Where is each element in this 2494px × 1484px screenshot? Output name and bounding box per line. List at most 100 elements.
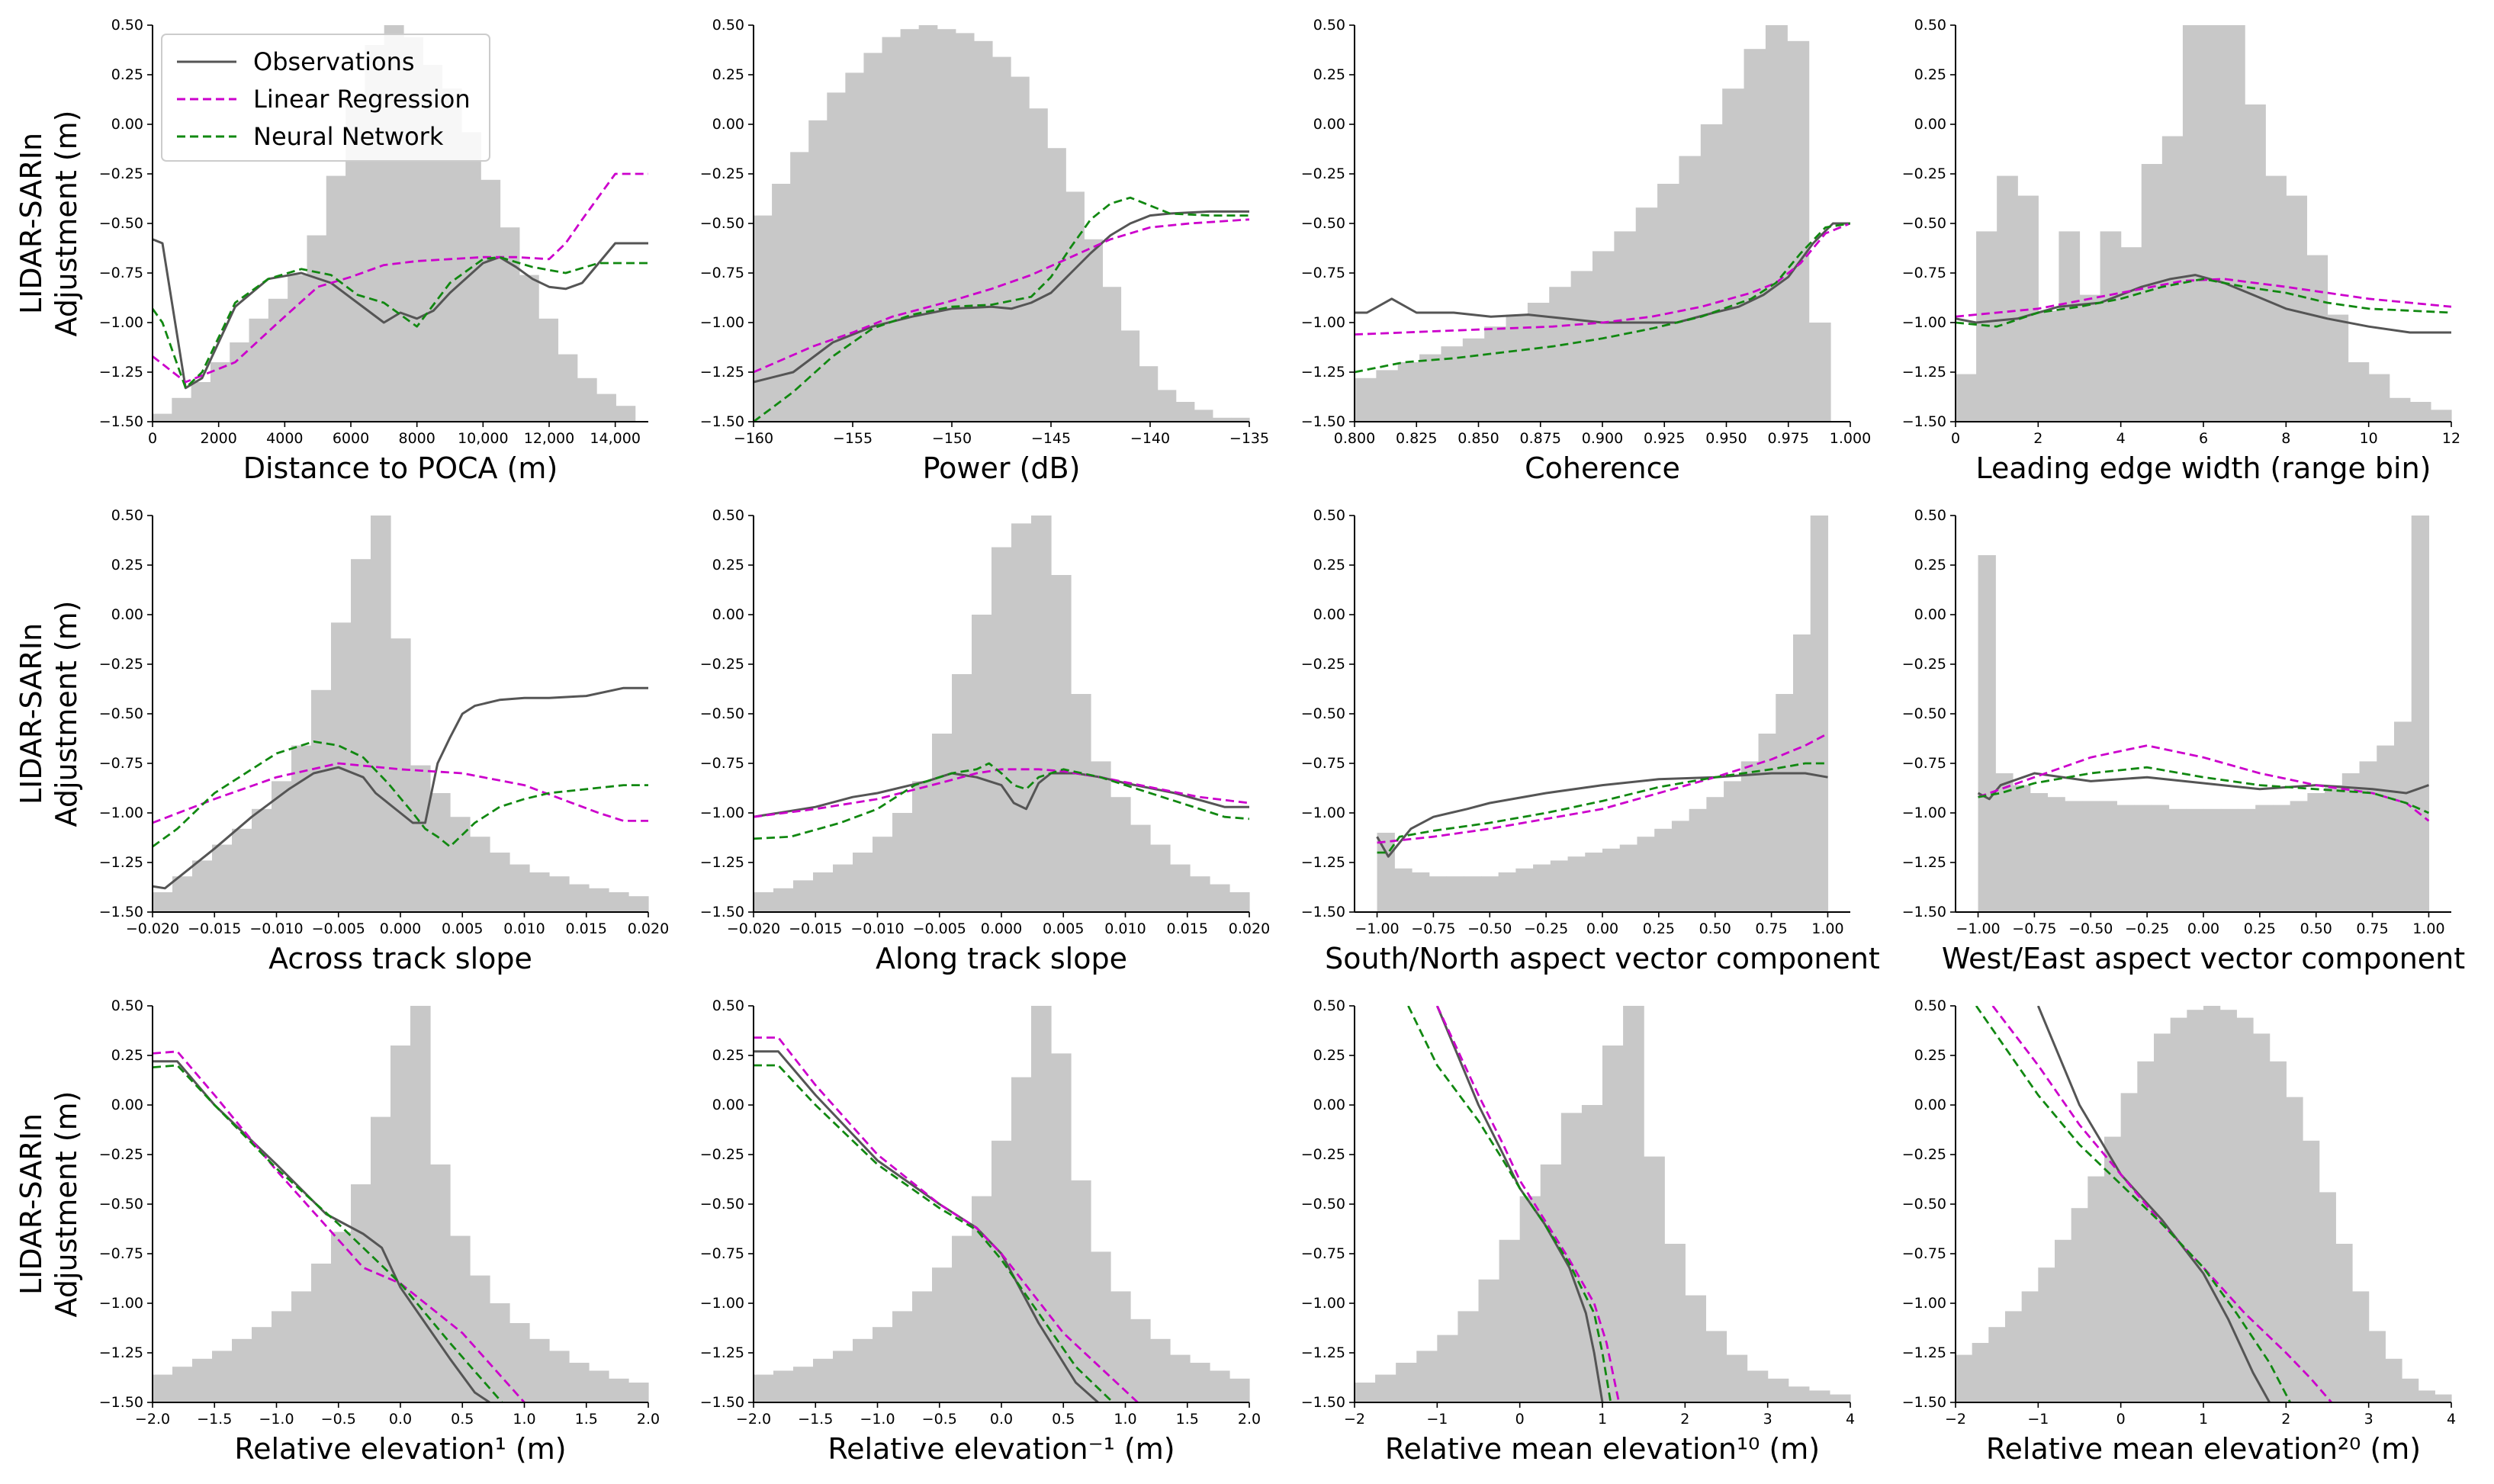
y-tick-label: −0.25 xyxy=(99,165,143,182)
x-tick-label: 0.010 xyxy=(1104,920,1146,937)
histogram-bar xyxy=(1120,330,1140,422)
histogram-bar xyxy=(2065,801,2083,912)
histogram-bar xyxy=(609,892,629,912)
x-tick-label: −0.25 xyxy=(1524,920,1568,937)
histogram-bar xyxy=(1788,1386,1810,1402)
series-line-linear-regression xyxy=(754,1036,1139,1402)
histogram-bar xyxy=(2203,1006,2221,1402)
histogram-bar xyxy=(991,56,1011,422)
histogram-bar xyxy=(291,745,312,912)
histogram-bar xyxy=(1011,1077,1032,1402)
y-tick-label: −0.25 xyxy=(1301,165,1345,182)
histogram-bar xyxy=(2341,773,2361,912)
histogram-bar xyxy=(1210,1370,1230,1402)
histogram-bar xyxy=(2409,402,2431,422)
subplot-10: −1.50 −1.25 −1.00 −0.75 −0.50 −0.25 0.00 0.25 0.… xyxy=(700,997,1261,1466)
x-tick-label: 10 xyxy=(2360,430,2378,447)
x-tick-label: −0.005 xyxy=(312,920,365,937)
x-tick-label: 0.75 xyxy=(2356,920,2388,937)
series-line-neural-network xyxy=(153,740,648,848)
histogram-bar xyxy=(1139,366,1159,422)
histogram-bar xyxy=(1102,287,1122,422)
y-tick-label: 0.50 xyxy=(1914,17,1946,34)
x-tick-label: 4000 xyxy=(266,430,303,447)
histogram-bar xyxy=(450,1235,471,1402)
histogram-bar xyxy=(932,734,953,912)
histogram-bar xyxy=(549,1351,570,1402)
histogram-bar xyxy=(470,837,490,912)
histogram-bar xyxy=(2100,231,2122,422)
histogram-bar xyxy=(2120,247,2142,422)
series-line-observations xyxy=(153,238,648,390)
series-line-observations xyxy=(153,686,648,890)
histogram-bar xyxy=(1047,148,1066,422)
histogram-bar xyxy=(754,215,773,422)
histogram-bar xyxy=(2352,1291,2370,1402)
histogram-bar xyxy=(1619,844,1638,912)
y-tick-label: 0.50 xyxy=(712,507,744,524)
histogram-bar xyxy=(772,184,791,422)
histogram-bar xyxy=(307,235,327,422)
histogram-bar xyxy=(569,1363,590,1402)
y-tick-label: 0.25 xyxy=(1914,1047,1946,1064)
x-tick-label: −1 xyxy=(2027,1411,2049,1428)
histogram-bar xyxy=(1397,362,1420,422)
series-line-neural-network xyxy=(1978,766,2430,814)
histogram-bar xyxy=(2021,1291,2039,1402)
histogram-bar xyxy=(615,406,636,422)
histogram-bar xyxy=(2286,1097,2303,1402)
histogram-bar xyxy=(1175,402,1195,422)
histogram-bar xyxy=(2411,516,2430,912)
y-tick-label: −1.50 xyxy=(700,904,744,920)
x-tick-label: 1.00 xyxy=(1811,920,1843,937)
histogram-bar xyxy=(232,1338,252,1402)
histogram-bar xyxy=(249,318,269,422)
x-tick-label: −155 xyxy=(833,430,873,447)
histogram-bar xyxy=(589,888,609,912)
y-tick-label: 0.50 xyxy=(111,997,143,1014)
histogram-bar xyxy=(2253,1033,2271,1402)
x-tick-label: 3 xyxy=(1763,1411,1772,1428)
series-line-observations xyxy=(1355,222,1850,324)
histogram-bar xyxy=(793,1367,814,1402)
histogram-bar xyxy=(1110,1291,1131,1402)
histogram-bar xyxy=(1210,884,1230,912)
y-tick-label: −1.00 xyxy=(1301,1295,1345,1312)
histogram-bar xyxy=(813,1358,834,1402)
histogram-bar xyxy=(1549,287,1572,422)
legend-label: Linear Regression xyxy=(253,85,471,114)
histogram-bar xyxy=(529,1338,550,1402)
histogram-bar xyxy=(192,1358,213,1402)
x-tick-label: 0.015 xyxy=(566,920,607,937)
histogram xyxy=(153,1006,649,1402)
y-tick-label: −1.25 xyxy=(1301,854,1345,871)
y-tick-label: −1.00 xyxy=(1902,314,1946,331)
histogram-bar xyxy=(2104,1136,2122,1402)
x-tick-label: 0.975 xyxy=(1768,430,1809,447)
histogram-bar xyxy=(1458,1311,1480,1402)
histogram-bar xyxy=(1110,797,1131,912)
histogram-bar xyxy=(490,1303,510,1402)
x-axis-label: Power (dB) xyxy=(923,451,1081,485)
x-axis-label: Relative elevation⁻¹ (m) xyxy=(828,1432,1175,1466)
x-axis-label: Relative mean elevation²⁰ (m) xyxy=(1986,1432,2421,1466)
histogram-bar xyxy=(1787,40,1810,422)
histogram-bar xyxy=(470,1275,490,1402)
histogram xyxy=(754,1006,1250,1402)
histogram-bar xyxy=(1130,824,1151,912)
histogram-bar xyxy=(773,1370,794,1402)
histogram-bar xyxy=(410,765,431,912)
series-lines xyxy=(1975,1006,2332,1402)
series-lines xyxy=(1977,744,2430,822)
histogram-bar xyxy=(351,1184,371,1402)
series-line-linear-regression xyxy=(1978,744,2430,822)
histogram-bar xyxy=(1194,410,1213,422)
y-tick-label: −1.00 xyxy=(700,314,744,331)
x-tick-label: 0.875 xyxy=(1520,430,1561,447)
histogram-bar xyxy=(2238,808,2256,912)
histogram-bar xyxy=(2170,1017,2187,1402)
histogram-bar xyxy=(2368,374,2390,422)
y-tick-label: 0.50 xyxy=(1313,997,1345,1014)
histogram-bar xyxy=(853,1338,873,1402)
